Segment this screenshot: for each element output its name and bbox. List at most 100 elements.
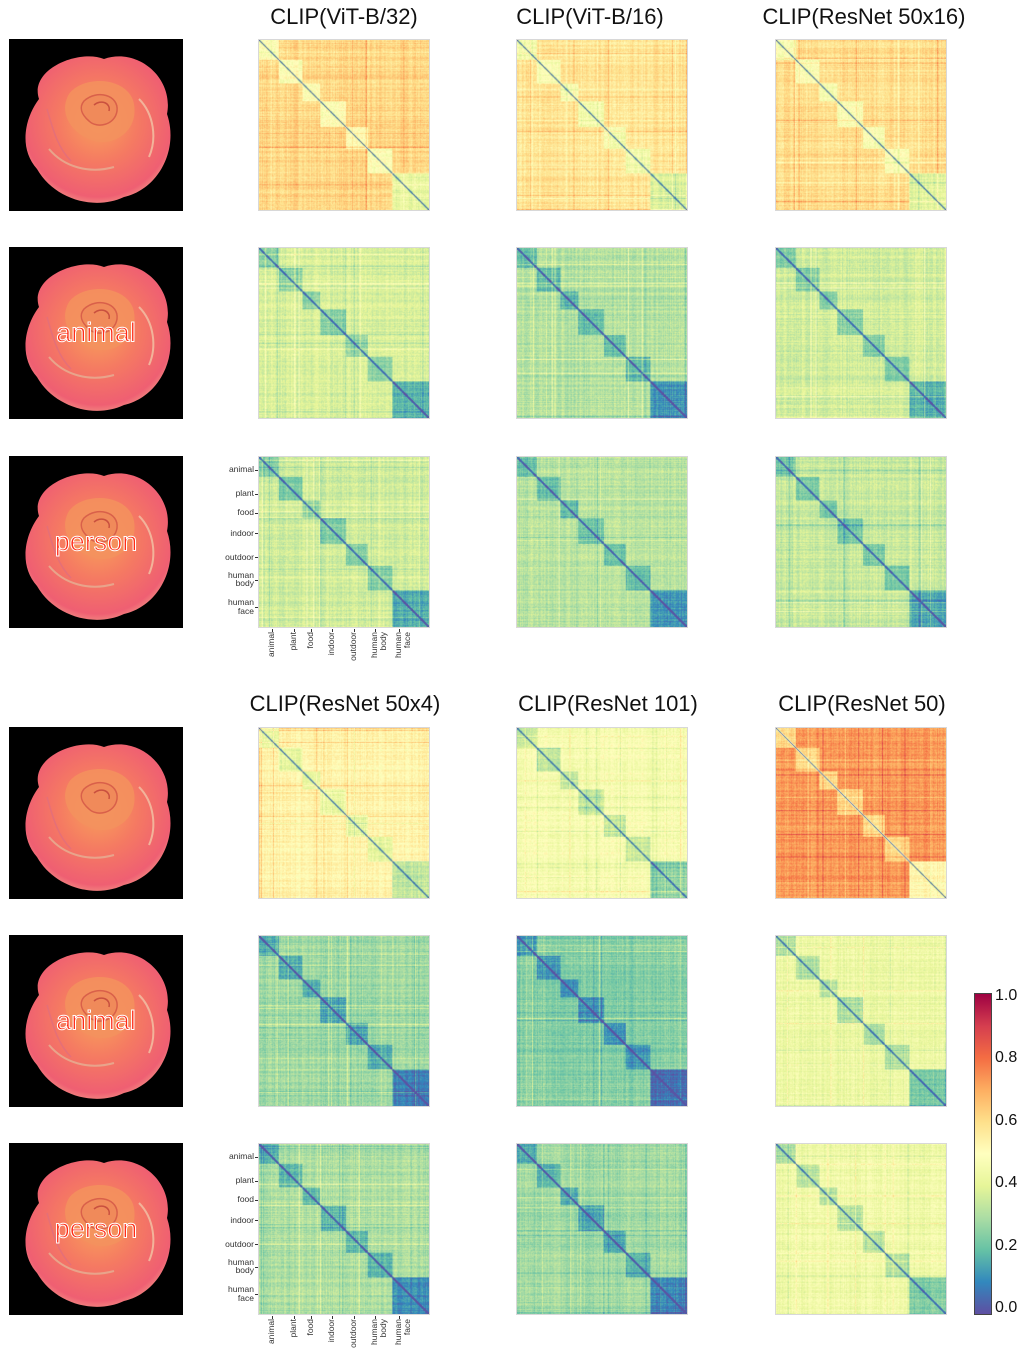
y-category-label-line: food (237, 507, 254, 518)
heatmap-panel (775, 1143, 947, 1315)
y-tick (255, 1156, 258, 1158)
heatmap-canvas (517, 728, 687, 898)
x-category-label: plant (288, 1319, 298, 1355)
y-tick (255, 1199, 258, 1201)
y-tick (255, 1220, 258, 1222)
y-tick (255, 1266, 258, 1268)
rose-image (9, 727, 183, 899)
x-category-label-line: animal (265, 1319, 276, 1345)
x-category-label: human body (369, 632, 388, 668)
y-category-label: food (198, 1195, 254, 1204)
title-resnet50: CLIP(ResNet 50) (778, 691, 946, 716)
heatmap-panel (775, 456, 947, 628)
rose-image: animal (9, 247, 183, 419)
y-category-label: plant (198, 1176, 254, 1185)
heatmap-canvas (259, 40, 429, 210)
x-tick (311, 1316, 313, 1319)
x-category-label: food (305, 1319, 316, 1355)
heatmap-canvas (776, 248, 946, 418)
y-tick (255, 1180, 258, 1182)
rose-image: person (9, 1143, 183, 1315)
x-category-label-line: food (305, 1319, 316, 1336)
y-category-label: human face (198, 598, 254, 615)
y-category-label: animal (198, 465, 254, 474)
heatmap-panel (775, 727, 947, 899)
rose-text-label: animal (56, 317, 137, 348)
rose-text-label: person (54, 1213, 138, 1244)
heatmap-canvas (259, 457, 429, 627)
y-category-label: indoor (198, 529, 254, 538)
y-tick (255, 512, 258, 514)
heatmap-panel (775, 39, 947, 211)
heatmap-canvas (259, 936, 429, 1106)
x-category-label: animal (265, 632, 276, 668)
heatmap-canvas (776, 40, 946, 210)
y-category-label-line: body (235, 1265, 254, 1276)
colorbar-tick: 0.8 (995, 1049, 1018, 1066)
x-category-label: human face (393, 1319, 412, 1355)
title-resnet50x16: CLIP(ResNet 50x16) (762, 4, 966, 29)
x-category-label: human face (393, 632, 412, 668)
x-tick (374, 629, 376, 632)
y-category-label-line: animal (228, 464, 254, 475)
y-tick (255, 533, 258, 535)
x-tick (374, 1316, 376, 1319)
x-category-label: plant (288, 632, 299, 668)
colorbar-tick: 0.0 (995, 1299, 1018, 1316)
heatmap-canvas (259, 728, 429, 898)
x-category-label-line: animal (265, 632, 276, 658)
y-category-label-line: human (228, 1284, 254, 1295)
y-tick (255, 469, 258, 471)
x-category-label-line: indoor (325, 632, 336, 656)
x-category-label: outdoor (348, 632, 358, 668)
y-category-label-line: human (228, 597, 254, 608)
heatmap-panel (258, 247, 430, 419)
x-category-label: indoor (325, 632, 336, 668)
y-category-label: animal (198, 1152, 254, 1161)
x-category-label: food (305, 632, 315, 668)
title-vit-b32: CLIP(ViT-B/32) (270, 4, 418, 29)
x-tick (294, 1316, 296, 1319)
x-category-label-line: outdoor (348, 1319, 359, 1348)
y-category-label-line: plant (235, 1175, 254, 1186)
heatmap-canvas (776, 1144, 946, 1314)
heatmap-canvas (776, 728, 946, 898)
colorbar-tick: 0.2 (995, 1237, 1018, 1254)
x-tick (354, 629, 356, 632)
colorbar-tick: 0.4 (995, 1174, 1018, 1191)
heatmap-canvas (517, 936, 687, 1106)
x-tick (354, 1316, 356, 1319)
x-category-label: human body (369, 1319, 388, 1355)
y-category-label-line: indoor (230, 527, 254, 538)
x-category-label-line: plant (288, 632, 299, 651)
title-resnet101: CLIP(ResNet 101) (518, 691, 698, 716)
y-category-label: plant (198, 489, 254, 498)
heatmap-panel (258, 1143, 430, 1315)
y-tick (255, 579, 258, 581)
y-category-label-line: face (237, 605, 254, 616)
x-tick (331, 1316, 333, 1319)
y-category-label: food (198, 508, 254, 517)
x-category-label: outdoor (348, 1319, 359, 1355)
heatmap-panel (516, 727, 688, 899)
y-category-label-line: indoor (230, 1214, 254, 1225)
heatmap-canvas (517, 40, 687, 210)
heatmap-panel (516, 39, 688, 211)
y-category-label-line: outdoor (225, 1238, 254, 1249)
heatmap-canvas (517, 248, 687, 418)
colorbar (974, 993, 992, 1315)
title-vit-b16: CLIP(ViT-B/16) (516, 4, 664, 29)
y-category-label-line: plant (235, 488, 254, 499)
y-category-label: human face (198, 1285, 254, 1302)
x-tick (399, 1316, 401, 1319)
heatmap-canvas (776, 457, 946, 627)
heatmap-canvas (776, 936, 946, 1106)
rose-image: animal (9, 935, 183, 1107)
y-category-label: indoor (198, 1216, 254, 1225)
heatmap-panel (516, 935, 688, 1107)
x-category-label-line: face (401, 1319, 412, 1336)
heatmap-panel (775, 935, 947, 1107)
x-tick (331, 629, 333, 632)
colorbar-tick: 0.6 (995, 1112, 1018, 1129)
heatmap-panel (516, 247, 688, 419)
